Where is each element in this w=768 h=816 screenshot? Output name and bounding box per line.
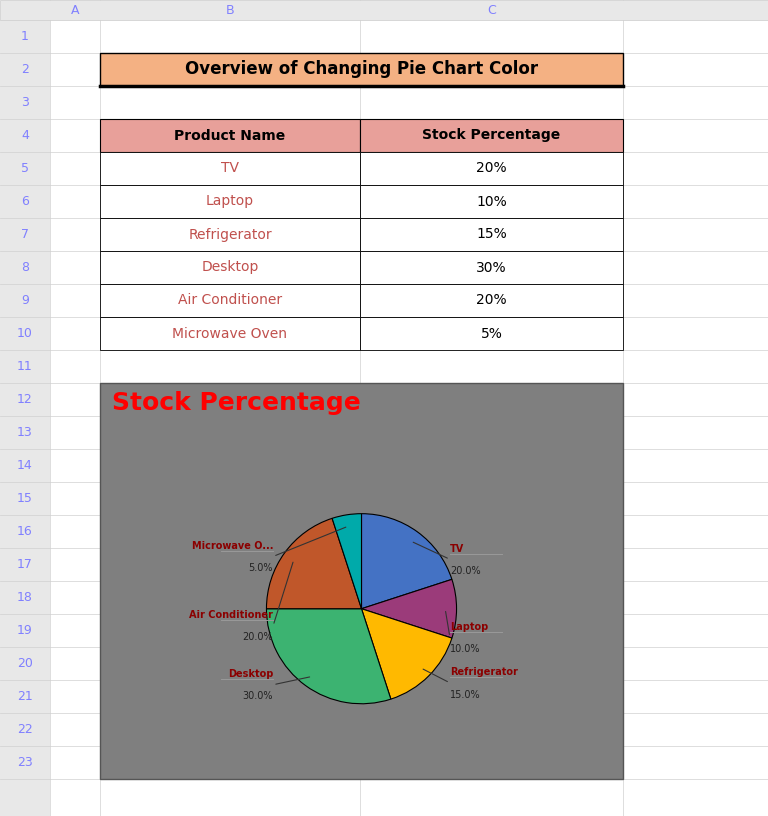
- Text: 5.0%: 5.0%: [249, 563, 273, 573]
- Text: 23: 23: [17, 756, 33, 769]
- Wedge shape: [266, 609, 391, 703]
- Text: 21: 21: [17, 690, 33, 703]
- Bar: [360, 251, 623, 284]
- Text: Overview of Changing Pie Chart Color: Overview of Changing Pie Chart Color: [185, 60, 538, 78]
- Text: 20: 20: [17, 657, 33, 670]
- Bar: [360, 218, 623, 251]
- Text: 20.0%: 20.0%: [450, 566, 481, 576]
- Text: Microwave O...: Microwave O...: [191, 541, 273, 551]
- Text: 20%: 20%: [476, 294, 507, 308]
- Text: 12: 12: [17, 393, 33, 406]
- Text: 18: 18: [17, 591, 33, 604]
- Text: 10: 10: [17, 327, 33, 340]
- Bar: [360, 152, 623, 185]
- Bar: [360, 185, 623, 218]
- Bar: [100, 251, 360, 284]
- Wedge shape: [362, 609, 452, 699]
- Bar: [0, 0, 768, 20]
- Text: Microwave Oven: Microwave Oven: [173, 326, 287, 340]
- Text: Air Conditioner: Air Conditioner: [178, 294, 282, 308]
- Text: 10%: 10%: [476, 194, 507, 209]
- Text: 30.0%: 30.0%: [243, 691, 273, 702]
- Text: TV: TV: [450, 543, 464, 553]
- Text: TV: TV: [221, 162, 239, 175]
- Wedge shape: [362, 514, 452, 609]
- Bar: [100, 152, 360, 185]
- Text: B: B: [226, 3, 234, 16]
- Text: 14: 14: [17, 459, 33, 472]
- Text: Desktop: Desktop: [228, 669, 273, 679]
- Bar: [100, 317, 360, 350]
- Wedge shape: [332, 514, 362, 609]
- Text: Product Name: Product Name: [174, 128, 286, 143]
- Bar: [100, 185, 360, 218]
- Text: 20%: 20%: [476, 162, 507, 175]
- Text: Refrigerator: Refrigerator: [450, 667, 518, 677]
- Bar: [100, 218, 360, 251]
- Text: 7: 7: [21, 228, 29, 241]
- Text: 20.0%: 20.0%: [243, 632, 273, 642]
- Text: Desktop: Desktop: [201, 260, 259, 274]
- Text: 2: 2: [21, 63, 29, 76]
- Text: 22: 22: [17, 723, 33, 736]
- Text: 13: 13: [17, 426, 33, 439]
- Text: 6: 6: [21, 195, 29, 208]
- Text: 1: 1: [21, 30, 29, 43]
- Bar: [0, 20, 50, 816]
- Text: 17: 17: [17, 558, 33, 571]
- Text: 11: 11: [17, 360, 33, 373]
- Text: 15%: 15%: [476, 228, 507, 242]
- Text: 15.0%: 15.0%: [450, 690, 481, 699]
- Text: Refrigerator: Refrigerator: [188, 228, 272, 242]
- Wedge shape: [362, 579, 456, 638]
- Text: 5: 5: [21, 162, 29, 175]
- Text: 8: 8: [21, 261, 29, 274]
- Text: 5%: 5%: [481, 326, 502, 340]
- Text: C: C: [487, 3, 496, 16]
- Text: 19: 19: [17, 624, 33, 637]
- Text: 16: 16: [17, 525, 33, 538]
- Text: Laptop: Laptop: [206, 194, 254, 209]
- Text: 10.0%: 10.0%: [450, 644, 481, 654]
- Bar: [360, 317, 623, 350]
- Bar: [100, 383, 623, 779]
- Bar: [100, 53, 623, 86]
- Wedge shape: [266, 518, 362, 609]
- Text: 30%: 30%: [476, 260, 507, 274]
- Text: Laptop: Laptop: [450, 622, 488, 632]
- Bar: [360, 119, 623, 152]
- Text: 9: 9: [21, 294, 29, 307]
- Bar: [100, 119, 360, 152]
- Text: 15: 15: [17, 492, 33, 505]
- Text: Air Conditioner: Air Conditioner: [189, 610, 273, 620]
- Text: Stock Percentage: Stock Percentage: [422, 128, 561, 143]
- Text: 4: 4: [21, 129, 29, 142]
- Bar: [100, 284, 360, 317]
- Text: 3: 3: [21, 96, 29, 109]
- Text: A: A: [71, 3, 79, 16]
- Bar: [360, 284, 623, 317]
- Text: Stock Percentage: Stock Percentage: [112, 391, 361, 415]
